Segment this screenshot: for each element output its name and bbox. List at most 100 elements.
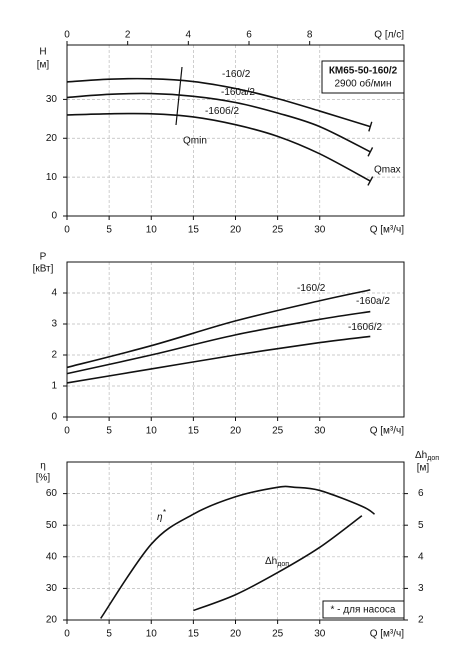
series-name: -160/2: [297, 283, 326, 294]
curve: [66, 310, 371, 375]
y2-tick-label: 3: [418, 583, 424, 594]
y-tick-label: 2: [51, 350, 57, 361]
x-tick-label: 15: [188, 225, 200, 236]
qmin-label: Qmin: [183, 136, 207, 147]
qmax-mark: [368, 121, 373, 132]
y2-tick-label: 6: [418, 488, 424, 499]
y-tick-label: 30: [46, 94, 58, 105]
x-tick-label: 20: [230, 426, 242, 437]
x-axis-title: Q [м³/ч]: [370, 426, 405, 437]
y-tick-label: 1: [51, 381, 57, 392]
y2-tick-label: 4: [418, 551, 424, 562]
x2-tick-label: 6: [246, 30, 252, 41]
y2-tick-label: 2: [418, 615, 424, 626]
y-tick-label: 50: [46, 520, 58, 531]
y-axis-unit: [%]: [36, 473, 51, 484]
x-tick-label: 5: [106, 225, 112, 236]
x-tick-label: 0: [64, 225, 70, 236]
qmax-mark: [367, 176, 374, 186]
model-box: [321, 60, 405, 94]
x-tick-label: 20: [230, 629, 242, 640]
curve: [66, 112, 371, 182]
y-axis-title: H: [39, 47, 46, 58]
plot-frame: [66, 261, 405, 418]
x-tick-label: 10: [146, 426, 158, 437]
x-tick-label: 30: [314, 225, 326, 236]
curve: [193, 515, 363, 612]
x-axis-title: Q [м³/ч]: [370, 629, 405, 640]
series-label: Δhдоп: [265, 556, 289, 568]
series-name-sub: доп: [277, 561, 289, 568]
y-tick-label: 30: [46, 583, 58, 594]
y-tick-label: 4: [51, 288, 57, 299]
y2-title-main: Δh: [415, 450, 427, 461]
curve: [100, 485, 375, 619]
x-tick-label: 15: [188, 426, 200, 437]
x-tick-label: 5: [106, 426, 112, 437]
series-label: -160а/2: [356, 296, 390, 307]
x2-tick-label: 4: [186, 30, 192, 41]
series-name: -160а/2: [356, 296, 390, 307]
panel: 0 10 20 30 0 5 10 15 20 25 30 Q [м³/ч] 0 2 4 6 8 Q [л/с] H…: [37, 30, 405, 236]
x-tick-label: 10: [146, 225, 158, 236]
curve: [66, 77, 371, 128]
y-tick-label: 60: [46, 488, 58, 499]
x-tick-label: 0: [64, 629, 70, 640]
x-tick-label: 30: [314, 629, 326, 640]
y2-title-sub: доп: [427, 455, 439, 462]
y-tick-label: 20: [46, 133, 58, 144]
series-name: -160б/2: [205, 105, 240, 117]
x-tick-label: 30: [314, 426, 326, 437]
series-label: η*: [157, 508, 167, 523]
note: * - для насоса: [331, 605, 396, 616]
x-tick-label: 5: [106, 629, 112, 640]
x2-tick-label: 8: [307, 30, 313, 41]
y-axis-unit: [кВт]: [33, 264, 54, 275]
x-tick-label: 25: [272, 629, 284, 640]
plot-frame: [66, 461, 405, 621]
series-label: -160а/2: [221, 87, 255, 98]
y2-axis-unit: [м]: [417, 463, 430, 474]
series-name: Δh: [265, 556, 277, 567]
x2-tick-label: 0: [64, 30, 70, 41]
series-label: -160/2: [297, 283, 326, 294]
y-tick-label: 10: [46, 172, 58, 183]
x-tick-label: 25: [272, 225, 284, 236]
model-name: КМ65-50-160/2: [329, 66, 398, 77]
curve: [66, 335, 371, 384]
x-tick-label: 0: [64, 426, 70, 437]
plot-frame: [66, 44, 405, 217]
x-axis-title: Q [м³/ч]: [370, 225, 405, 236]
y2-tick-label: 5: [418, 520, 424, 531]
series-name-sup: *: [163, 508, 167, 517]
y-tick-label: 0: [51, 211, 57, 222]
series-name: -160б/2: [348, 321, 383, 333]
qmin-line: [175, 66, 183, 126]
x-tick-label: 25: [272, 426, 284, 437]
y-axis-title: η: [40, 461, 46, 472]
qmax-mark: [367, 147, 374, 157]
x2-tick-label: 2: [125, 30, 131, 41]
series-label: -160б/2: [205, 105, 240, 117]
y-tick-label: 3: [51, 319, 57, 330]
x2-axis-title: Q [л/с]: [374, 30, 404, 41]
x-tick-label: 10: [146, 629, 158, 640]
y2-axis-title: Δhдоп: [415, 450, 439, 462]
y-tick-label: 0: [51, 412, 57, 423]
x-tick-label: 15: [188, 629, 200, 640]
y-axis-unit: [м]: [37, 60, 50, 71]
y-axis-title: P: [40, 252, 47, 263]
series-label: -160/2: [222, 69, 251, 80]
x-tick-label: 20: [230, 225, 242, 236]
panel: 0 1 2 3 4 0 5 10 15 20 25 30 Q [м³/ч] P[кВт] -160/2 -16…: [33, 252, 405, 437]
series-name: η: [157, 512, 163, 523]
curve: [66, 289, 371, 369]
note-box: [322, 600, 405, 619]
qmax-label: Qmax: [374, 165, 401, 176]
series-label: -160б/2: [348, 321, 383, 333]
curve: [66, 92, 371, 153]
series-name: -160/2: [222, 69, 251, 80]
y-tick-label: 40: [46, 551, 58, 562]
